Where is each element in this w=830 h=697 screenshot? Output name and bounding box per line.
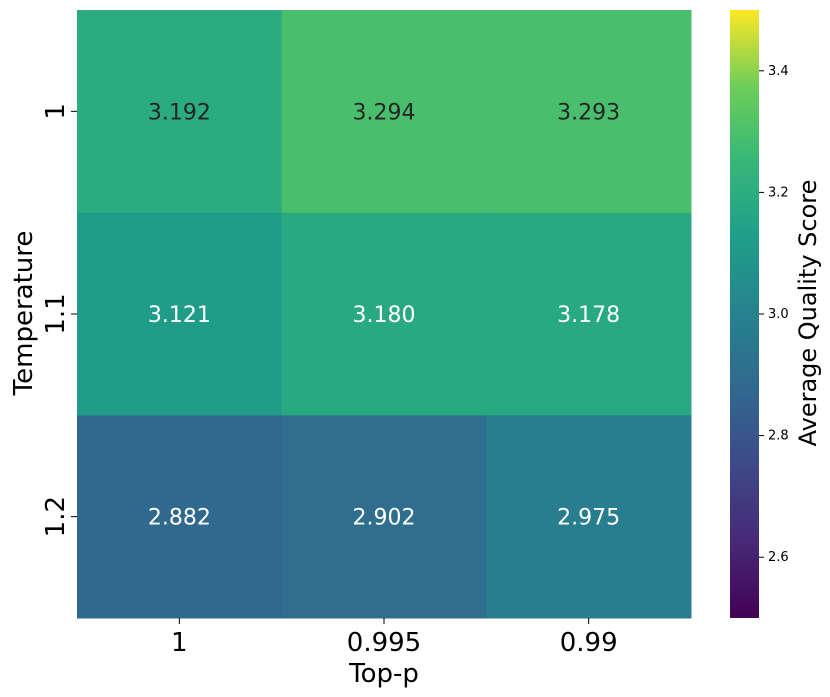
colorbar-tick-label: 2.8 bbox=[768, 429, 789, 444]
cell-value-label-r1-c1: 3.180 bbox=[353, 303, 416, 328]
heatmap-cell-r0-c0 bbox=[77, 10, 283, 214]
x-axis-label: Top-p bbox=[348, 659, 419, 689]
heatmap-cell-r2-c2 bbox=[486, 415, 692, 619]
cell-value-label-r0-c2: 3.293 bbox=[557, 100, 620, 125]
heatmap-cell-r1-c1 bbox=[281, 212, 487, 416]
heatmap-cell-r2-c0 bbox=[77, 415, 283, 619]
heatmap-cell-r0-c1 bbox=[281, 10, 487, 214]
x-tick-label: 0.995 bbox=[347, 628, 421, 658]
y-axis-ticks: 1 1.1 1.2 bbox=[41, 103, 77, 537]
heatmap-cell-r1-c2 bbox=[486, 212, 692, 416]
heatmap-cell-labels: 3.192 3.294 3.293 3.121 3.180 3.178 2.882 2.902… bbox=[148, 100, 620, 530]
y-tick-label: 1.1 bbox=[41, 293, 71, 334]
x-tick-label: 1 bbox=[171, 628, 188, 658]
cell-value-label-r0-c1: 3.294 bbox=[353, 100, 416, 125]
colorbar-tick-label: 3.4 bbox=[768, 64, 789, 79]
cell-value-label-r1-c0: 3.121 bbox=[148, 303, 211, 328]
colorbar-tick-label: 3.0 bbox=[768, 307, 789, 322]
cell-value-label-r1-c2: 3.178 bbox=[557, 303, 620, 328]
colorbar bbox=[730, 10, 759, 618]
heatmap-cells bbox=[77, 10, 692, 619]
colorbar-ticks: 2.6 2.8 3.0 3.2 3.4 bbox=[759, 64, 789, 565]
y-axis-label: Temperature bbox=[9, 231, 39, 397]
cell-value-label-r0-c0: 3.192 bbox=[148, 100, 211, 125]
cell-value-label-r2-c1: 2.902 bbox=[353, 506, 416, 531]
colorbar-label: Average Quality Score bbox=[794, 180, 822, 447]
heatmap-cell-r1-c0 bbox=[77, 212, 283, 416]
x-axis-ticks: 1 0.995 0.99 bbox=[171, 618, 618, 658]
cell-value-label-r2-c0: 2.882 bbox=[148, 506, 211, 531]
y-tick-label: 1.2 bbox=[41, 496, 71, 537]
heatmap-cell-r2-c1 bbox=[281, 415, 487, 619]
y-tick-label: 1 bbox=[41, 103, 71, 120]
heatmap-cell-r0-c2 bbox=[486, 10, 692, 214]
cell-value-label-r2-c2: 2.975 bbox=[557, 506, 620, 531]
colorbar-tick-label: 3.2 bbox=[768, 185, 789, 200]
x-tick-label: 0.99 bbox=[560, 628, 618, 658]
colorbar-tick-label: 2.6 bbox=[768, 550, 789, 565]
